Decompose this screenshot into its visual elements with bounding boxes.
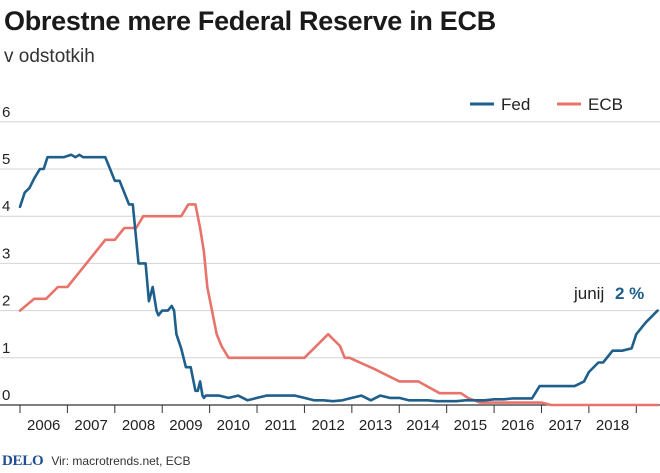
annotation-value: 2 % <box>615 284 644 303</box>
y-tick-label-4: 4 <box>2 198 10 215</box>
x-tick-label-2014: 2014 <box>406 417 439 434</box>
chart-subtitle: v odstotkih <box>4 46 95 67</box>
x-tick-label-2011: 2011 <box>265 417 297 434</box>
source-note: Vir: macrotrends.net, ECB <box>51 454 191 468</box>
delo-logo: DELO <box>2 452 44 469</box>
series <box>18 153 659 407</box>
legend: Fed ECB <box>470 95 623 114</box>
y-tick-label-5: 5 <box>2 151 10 168</box>
legend-label-fed: Fed <box>501 95 530 114</box>
series-line-fed <box>18 153 659 403</box>
y-tick-label-3: 3 <box>2 245 10 262</box>
y-tick-label-1: 1 <box>2 340 10 357</box>
x-axis: 2006 2007 2008 2009 2010 2011 2012 2013 2014 2015… <box>0 404 660 434</box>
line-chart: 0 1 2 3 4 5 6 2006 2007 2008 2009 2010 2011 2012 2013… <box>0 95 660 434</box>
y-tick-label-2: 2 <box>2 293 10 310</box>
x-tick-label-2013: 2013 <box>359 417 392 434</box>
x-tick-label-2017: 2017 <box>548 417 581 434</box>
annotation: junij 2 % <box>573 284 644 303</box>
footer: DELO Vir: macrotrends.net, ECB <box>0 449 660 473</box>
y-axis: 0 1 2 3 4 5 6 <box>2 104 10 404</box>
chart-title: Obrestne mere Federal Reserve in ECB <box>4 6 496 36</box>
x-tick-label-2006: 2006 <box>27 417 60 434</box>
x-tick-label-2018: 2018 <box>596 417 629 434</box>
x-tick-label-2009: 2009 <box>169 417 202 434</box>
series-line-ecb <box>18 203 659 407</box>
x-tick-label-2007: 2007 <box>74 417 107 434</box>
annotation-label: junij <box>573 284 604 303</box>
x-tick-label-2010: 2010 <box>217 417 250 434</box>
x-tick-label-2016: 2016 <box>501 417 534 434</box>
y-tick-label-6: 6 <box>2 104 10 121</box>
y-tick-label-0: 0 <box>2 387 10 404</box>
x-tick-label-2012: 2012 <box>311 417 344 434</box>
x-tick-label-2008: 2008 <box>122 417 155 434</box>
annotation-text: junij 2 % <box>573 284 644 303</box>
x-tick-label-2015: 2015 <box>454 417 487 434</box>
legend-label-ecb: ECB <box>588 95 623 114</box>
